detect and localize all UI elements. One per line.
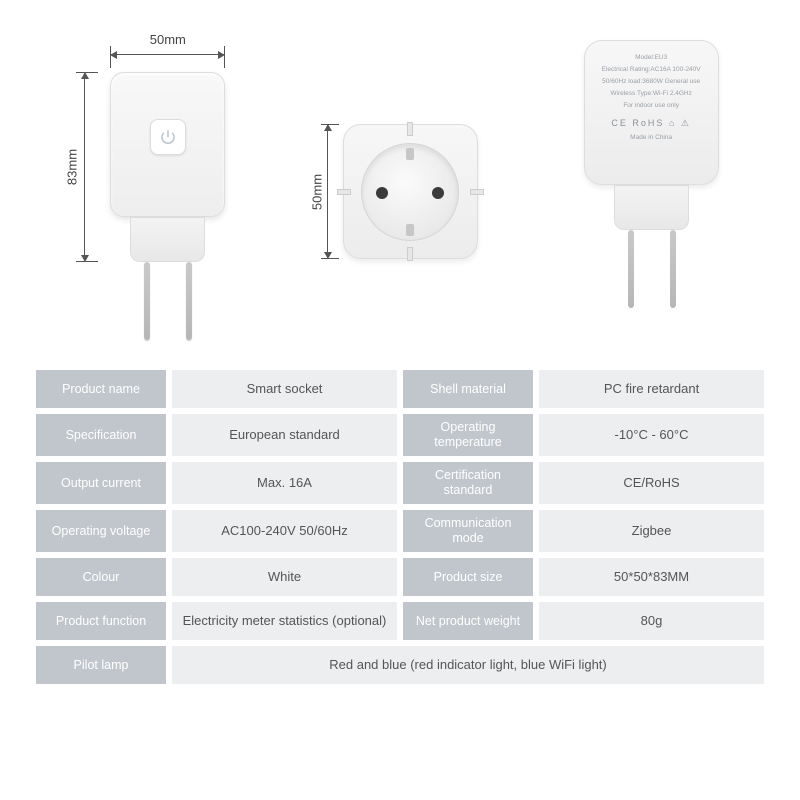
power-icon [159, 128, 177, 146]
spec-label: Output current [36, 462, 166, 504]
spec-table: Product nameSmart socketShell materialPC… [0, 370, 800, 704]
spec-value: AC100-240V 50/60Hz [172, 510, 397, 552]
pin [670, 230, 676, 308]
pin [628, 230, 634, 308]
plug-base [130, 217, 205, 262]
spec-value: Zigbee [539, 510, 764, 552]
label-line: 50/60Hz load:3680W General use [602, 77, 700, 86]
spec-value: 50*50*83MM [539, 558, 764, 596]
spec-label: Shell material [403, 370, 533, 408]
spec-label: Product size [403, 558, 533, 596]
spec-value: Red and blue (red indicator light, blue … [172, 646, 764, 684]
spec-value: PC fire retardant [539, 370, 764, 408]
back-label-panel: Model:EU3 Electrical Rating:AC16A 100-24… [584, 40, 719, 185]
label-line: Wireless Type:Wi-Fi 2.4GHz [610, 89, 692, 98]
spec-value: -10°C - 60°C [539, 414, 764, 456]
dim-width-label: 50mm [110, 32, 225, 47]
label-line: For indoor use only [623, 101, 679, 110]
earth-clip [406, 148, 414, 160]
spec-label: Pilot lamp [36, 646, 166, 684]
spec-value: CE/RoHS [539, 462, 764, 504]
cert-marks: CE RoHS ⌂ ⚠ [611, 117, 691, 130]
front-view: 50mm [315, 90, 515, 290]
spec-value: White [172, 558, 397, 596]
dim-height-label: 83mm [65, 149, 80, 185]
label-line: Made in China [630, 133, 672, 142]
earth-clip [406, 224, 414, 236]
spec-label: Operating temperature [403, 414, 533, 456]
dim-height: 83mm [60, 72, 90, 262]
product-views: 50mm 83mm 50mm [0, 0, 800, 370]
plug-base [614, 185, 689, 230]
spec-value: European standard [172, 414, 397, 456]
label-line: Electrical Rating:AC16A 100-240V [602, 65, 701, 74]
spec-label: Communication mode [403, 510, 533, 552]
spec-value: Smart socket [172, 370, 397, 408]
spec-label: Operating voltage [36, 510, 166, 552]
label-line: Model:EU3 [635, 53, 667, 62]
socket-ring [361, 143, 459, 241]
socket-hole [432, 187, 444, 199]
spec-label: Product function [36, 602, 166, 640]
spec-label: Product name [36, 370, 166, 408]
pin [144, 262, 150, 340]
socket-hole [376, 187, 388, 199]
dim-face-label: 50mm [310, 173, 325, 209]
spec-label: Colour [36, 558, 166, 596]
dim-face: 50mm [307, 124, 333, 259]
plug-body [110, 72, 225, 217]
spec-label: Net product weight [403, 602, 533, 640]
side-view: 50mm 83mm [48, 30, 278, 350]
spec-label: Certification standard [403, 462, 533, 504]
back-view: Model:EU3 Electrical Rating:AC16A 100-24… [552, 30, 752, 350]
socket-face [343, 124, 478, 259]
pin [186, 262, 192, 340]
spec-value: 80g [539, 602, 764, 640]
spec-label: Specification [36, 414, 166, 456]
spec-value: Electricity meter statistics (optional) [172, 602, 397, 640]
power-button [150, 119, 186, 155]
spec-value: Max. 16A [172, 462, 397, 504]
dim-width: 50mm [110, 30, 225, 60]
